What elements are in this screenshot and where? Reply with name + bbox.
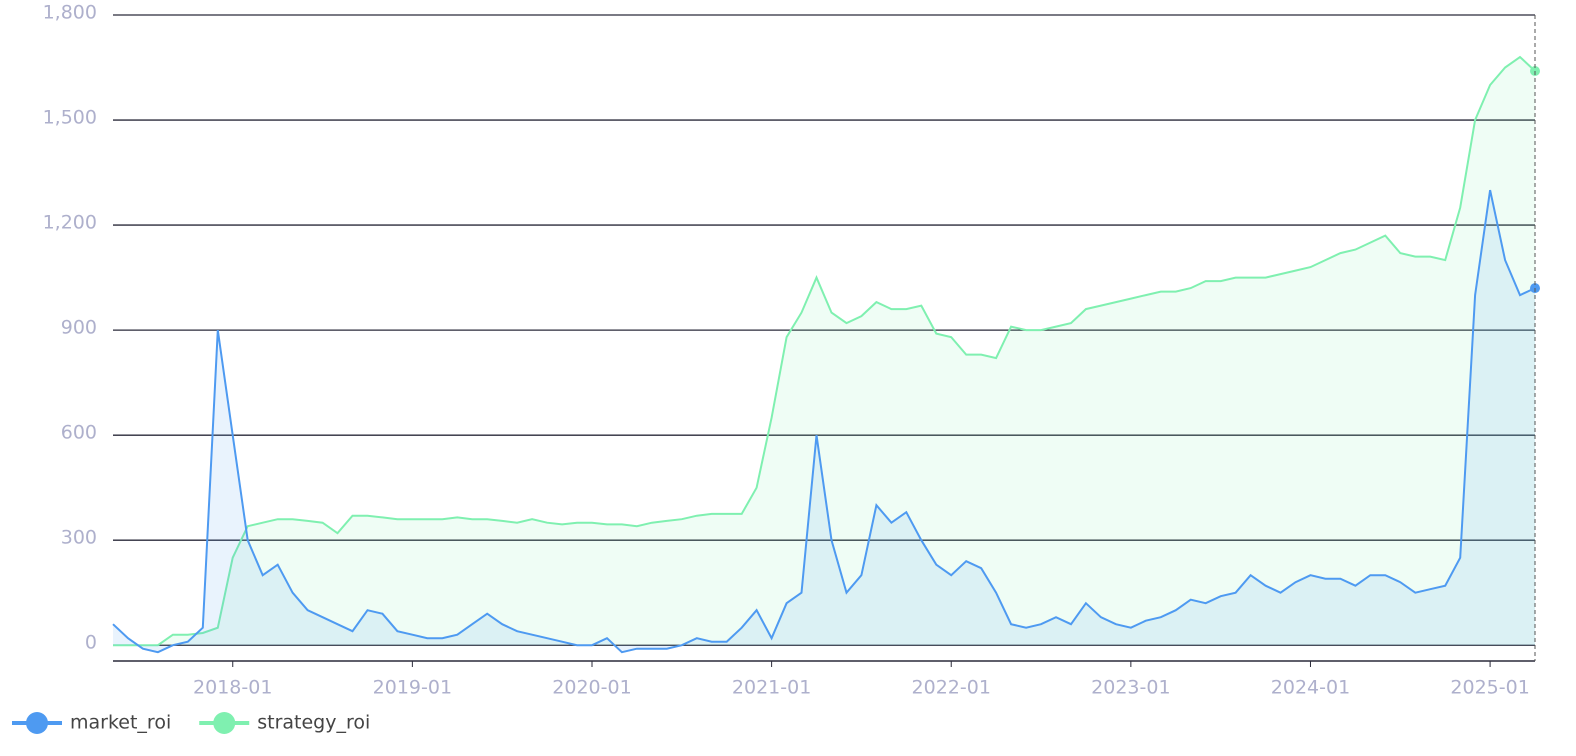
y-tick-label: 0 (85, 632, 97, 654)
y-tick-label: 600 (61, 422, 97, 444)
x-tick-label: 2025-01 (1450, 677, 1529, 699)
area (113, 57, 1535, 646)
y-tick-label: 1,200 (43, 212, 97, 234)
y-tick-label: 300 (61, 527, 97, 549)
legend-label: strategy_roi (257, 712, 370, 734)
area (113, 190, 1535, 653)
x-tick-label: 2023-01 (1091, 677, 1170, 699)
line (113, 55, 1536, 647)
legend-label: market_roi (70, 712, 171, 734)
y-tick-label: 900 (61, 317, 97, 339)
x-tick-label: 2024-01 (1271, 677, 1350, 699)
legend-marker (213, 712, 236, 734)
legend-item: strategy_roi (199, 712, 370, 734)
x-tick-label: 2021-01 (732, 677, 811, 699)
x-tick-label: 2022-01 (912, 677, 991, 699)
line (112, 189, 1536, 654)
y-tick-label: 1,500 (43, 107, 97, 129)
y-tick-label: 1,800 (43, 2, 97, 24)
x-tick-label: 2020-01 (552, 677, 631, 699)
x-tick-label: 2018-01 (193, 677, 272, 699)
x-tick-label: 2019-01 (373, 677, 452, 699)
legend-marker (26, 712, 48, 734)
legend-item: market_roi (12, 712, 171, 734)
